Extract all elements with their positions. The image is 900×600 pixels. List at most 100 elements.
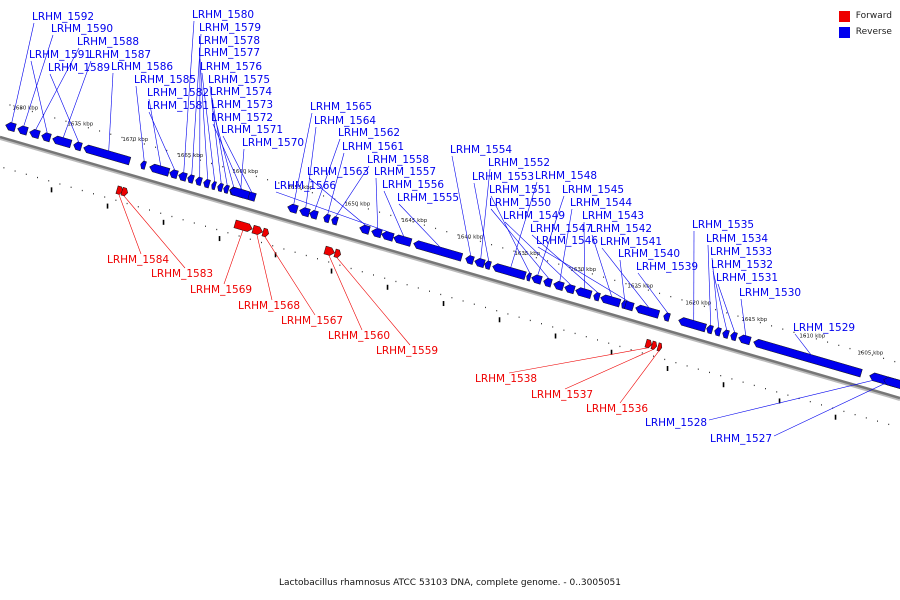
minor-tick-upper [65,120,67,122]
minor-tick [339,264,341,266]
leader-line [473,182,490,262]
leader-line [335,165,370,217]
gene-arrow-lrhm-1552 [474,258,486,269]
minor-tick-upper [166,149,168,152]
leader-line [314,138,341,211]
gene-arrow-lrhm-1536 [656,342,663,352]
gene-arrow-lrhm-1534 [706,324,714,335]
minor-tick [25,173,27,175]
minor-tick [720,375,722,377]
gene-label: LRHM_1587 [89,49,151,61]
minor-tick-upper [883,357,885,359]
leader-line [212,110,235,188]
minor-tick [496,310,498,312]
kbp-label: 1675 kbp [67,121,93,127]
minor-tick [675,362,677,364]
gene-arrow-lrhm-1583 [120,186,129,197]
leader-line [711,257,720,328]
minor-tick [328,261,330,263]
minor-tick [787,394,789,396]
gene-arrow-lrhm-1591 [41,132,52,143]
minor-tick-upper [412,221,414,223]
leader-line [451,155,472,256]
gene-arrow-lrhm-1587 [52,135,73,149]
minor-tick [283,248,285,250]
gene-label: LRHM_1564 [314,115,376,127]
leader-line [383,190,405,237]
leader-line [118,194,142,255]
gene-label: LRHM_1590 [51,23,113,35]
gene-label: LRHM_1563 [307,166,369,178]
gene-arrow-lrhm-1589 [73,141,83,152]
minor-tick-upper [87,127,89,129]
gene-label: LRHM_1585 [134,74,196,86]
minor-tick-upper [535,257,537,259]
gene-label: LRHM_1527 [710,433,772,445]
gene-label: LRHM_1592 [32,11,94,23]
minor-tick [462,300,464,302]
minor-tick [552,326,554,328]
strand-legend: Forward Reverse [838,8,892,40]
minor-tick [104,196,106,198]
gene-label: LRHM_1562 [338,127,400,139]
minor-tick [272,245,274,247]
minor-tick-upper [255,175,257,178]
minor-tick [597,339,599,341]
gene-arrow-lrhm-1548 [492,263,527,280]
minor-tick-upper [894,360,896,363]
gene-label: LRHM_1551 [489,184,551,196]
gene-arrow-lrhm-1565 [287,203,299,214]
gene-label: LRHM_1566 [274,180,336,192]
gene-arrow-lrhm-1582 [149,163,171,177]
gene-label: LRHM_1554 [450,144,512,156]
minor-tick-upper [323,195,325,197]
kbp-label: 1625 kbp [627,284,653,290]
leader-line [199,58,209,180]
legend-reverse-label: Reverse [855,27,892,37]
kbp-label: 1620 kbp [685,301,711,307]
label-leader-lines [11,20,895,437]
gene-arrow-lrhm-1559 [333,248,342,259]
gene-arrow-lrhm-1574 [223,184,230,194]
leader-line [305,126,317,209]
minor-tick-upper [76,123,78,126]
leader-line [191,33,202,175]
minor-tick-upper [491,244,493,246]
gene-arrow-lrhm-1544 [553,281,565,291]
gene-arrow-lrhm-1585 [140,160,147,170]
minor-tick-upper [614,279,616,282]
leader-line [308,177,366,226]
minor-tick-upper [681,299,683,301]
gene-label: LRHM_1536 [586,403,648,415]
minor-tick-upper [502,247,504,249]
leader-line [480,168,491,259]
leader-line [712,270,728,331]
minor-tick-upper [289,185,291,187]
gene-label: LRHM_1581 [147,100,209,112]
leader-line [508,347,648,374]
minor-tick-upper [479,240,481,243]
gene-label: LRHM_1582 [147,87,209,99]
minor-tick [731,378,733,380]
minor-tick [261,241,263,244]
gene-arrow-lrhm-1590 [17,125,29,136]
minor-tick-upper [143,143,145,145]
gene-arrow-lrhm-1576 [211,181,217,191]
backbone [0,135,900,401]
kbp-label: 1615 kbp [741,317,767,323]
minor-tick-upper [793,331,795,334]
gene-label: LRHM_1588 [77,36,139,48]
leader-line [201,72,216,182]
gene-arrow-lrhm-1555 [413,240,464,262]
minor-tick-upper [110,133,112,135]
minor-tick [888,423,890,426]
gene-arrow-lrhm-1529 [753,339,863,378]
leader-line [707,244,712,326]
minor-tick [585,336,587,338]
leader-line [717,283,736,333]
minor-tick-upper [468,237,470,239]
leader-line [336,257,411,346]
minor-tick-upper [9,104,11,106]
minor-tick-upper [782,328,784,330]
